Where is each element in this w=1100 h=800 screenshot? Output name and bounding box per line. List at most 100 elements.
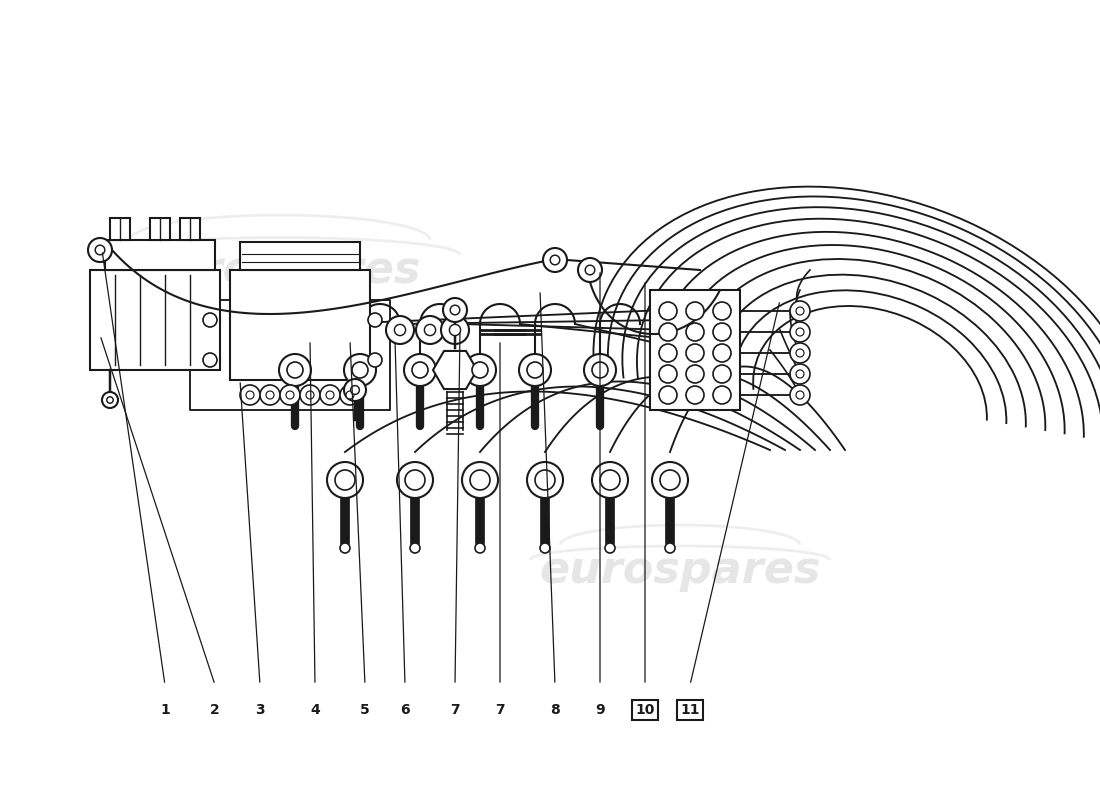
Circle shape xyxy=(527,362,543,378)
Circle shape xyxy=(713,344,732,362)
Circle shape xyxy=(464,354,496,386)
Text: 6: 6 xyxy=(400,703,410,717)
Circle shape xyxy=(659,386,676,404)
Bar xyxy=(110,218,130,240)
Circle shape xyxy=(397,462,433,498)
FancyBboxPatch shape xyxy=(650,290,740,410)
Circle shape xyxy=(519,354,551,386)
Circle shape xyxy=(386,316,414,344)
Circle shape xyxy=(790,343,810,363)
Bar xyxy=(150,218,170,240)
Circle shape xyxy=(585,266,595,274)
Circle shape xyxy=(666,543,675,553)
Circle shape xyxy=(713,365,732,383)
Circle shape xyxy=(713,323,732,341)
Bar xyxy=(180,218,200,240)
Circle shape xyxy=(351,386,360,394)
Text: 5: 5 xyxy=(360,703,370,717)
Circle shape xyxy=(796,328,804,336)
Text: 1: 1 xyxy=(161,703,169,717)
Circle shape xyxy=(88,238,112,262)
Circle shape xyxy=(605,543,615,553)
Circle shape xyxy=(796,391,804,399)
Circle shape xyxy=(404,354,436,386)
Circle shape xyxy=(326,391,334,399)
Circle shape xyxy=(266,391,274,399)
Circle shape xyxy=(584,354,616,386)
Text: 9: 9 xyxy=(595,703,605,717)
Circle shape xyxy=(659,323,676,341)
Circle shape xyxy=(686,323,704,341)
Circle shape xyxy=(450,305,460,314)
Circle shape xyxy=(344,379,366,401)
Circle shape xyxy=(652,462,688,498)
Circle shape xyxy=(246,391,254,399)
Circle shape xyxy=(578,258,602,282)
Text: eurospares: eurospares xyxy=(140,249,420,291)
Circle shape xyxy=(790,364,810,384)
Circle shape xyxy=(659,365,676,383)
Circle shape xyxy=(592,362,608,378)
Text: 3: 3 xyxy=(255,703,265,717)
Circle shape xyxy=(287,362,303,378)
Circle shape xyxy=(336,470,355,490)
Circle shape xyxy=(540,543,550,553)
Circle shape xyxy=(368,353,382,367)
Text: 11: 11 xyxy=(680,703,700,717)
Circle shape xyxy=(790,385,810,405)
FancyBboxPatch shape xyxy=(104,240,214,270)
Circle shape xyxy=(527,462,563,498)
Circle shape xyxy=(535,470,556,490)
Circle shape xyxy=(441,316,469,344)
Circle shape xyxy=(395,325,406,336)
Circle shape xyxy=(790,301,810,321)
Circle shape xyxy=(346,391,354,399)
Circle shape xyxy=(796,370,804,378)
Circle shape xyxy=(796,349,804,357)
Circle shape xyxy=(470,470,490,490)
Circle shape xyxy=(327,462,363,498)
Text: 2: 2 xyxy=(210,703,220,717)
FancyBboxPatch shape xyxy=(90,270,220,370)
Circle shape xyxy=(659,344,676,362)
Circle shape xyxy=(204,313,217,327)
Circle shape xyxy=(686,386,704,404)
FancyBboxPatch shape xyxy=(230,270,370,380)
Text: 7: 7 xyxy=(450,703,460,717)
Circle shape xyxy=(450,325,461,336)
Circle shape xyxy=(686,365,704,383)
Circle shape xyxy=(443,298,468,322)
Circle shape xyxy=(410,543,420,553)
Text: 4: 4 xyxy=(310,703,320,717)
Circle shape xyxy=(790,322,810,342)
Circle shape xyxy=(713,386,732,404)
Circle shape xyxy=(340,543,350,553)
Circle shape xyxy=(344,354,376,386)
Circle shape xyxy=(320,385,340,405)
Circle shape xyxy=(462,462,498,498)
Circle shape xyxy=(472,362,488,378)
Circle shape xyxy=(240,385,260,405)
Circle shape xyxy=(300,385,320,405)
Circle shape xyxy=(279,354,311,386)
Circle shape xyxy=(660,470,680,490)
Circle shape xyxy=(412,362,428,378)
Circle shape xyxy=(592,462,628,498)
Circle shape xyxy=(260,385,280,405)
Circle shape xyxy=(102,392,118,408)
Text: 10: 10 xyxy=(636,703,654,717)
Text: eurospares: eurospares xyxy=(539,549,821,591)
Circle shape xyxy=(204,353,217,367)
Circle shape xyxy=(796,307,804,315)
Circle shape xyxy=(425,325,436,336)
Circle shape xyxy=(96,245,104,254)
Circle shape xyxy=(340,385,360,405)
FancyBboxPatch shape xyxy=(240,242,360,270)
Circle shape xyxy=(600,470,620,490)
Circle shape xyxy=(107,397,113,403)
Circle shape xyxy=(416,316,444,344)
Circle shape xyxy=(368,313,382,327)
Circle shape xyxy=(543,248,566,272)
Text: 7: 7 xyxy=(495,703,505,717)
Circle shape xyxy=(280,385,300,405)
